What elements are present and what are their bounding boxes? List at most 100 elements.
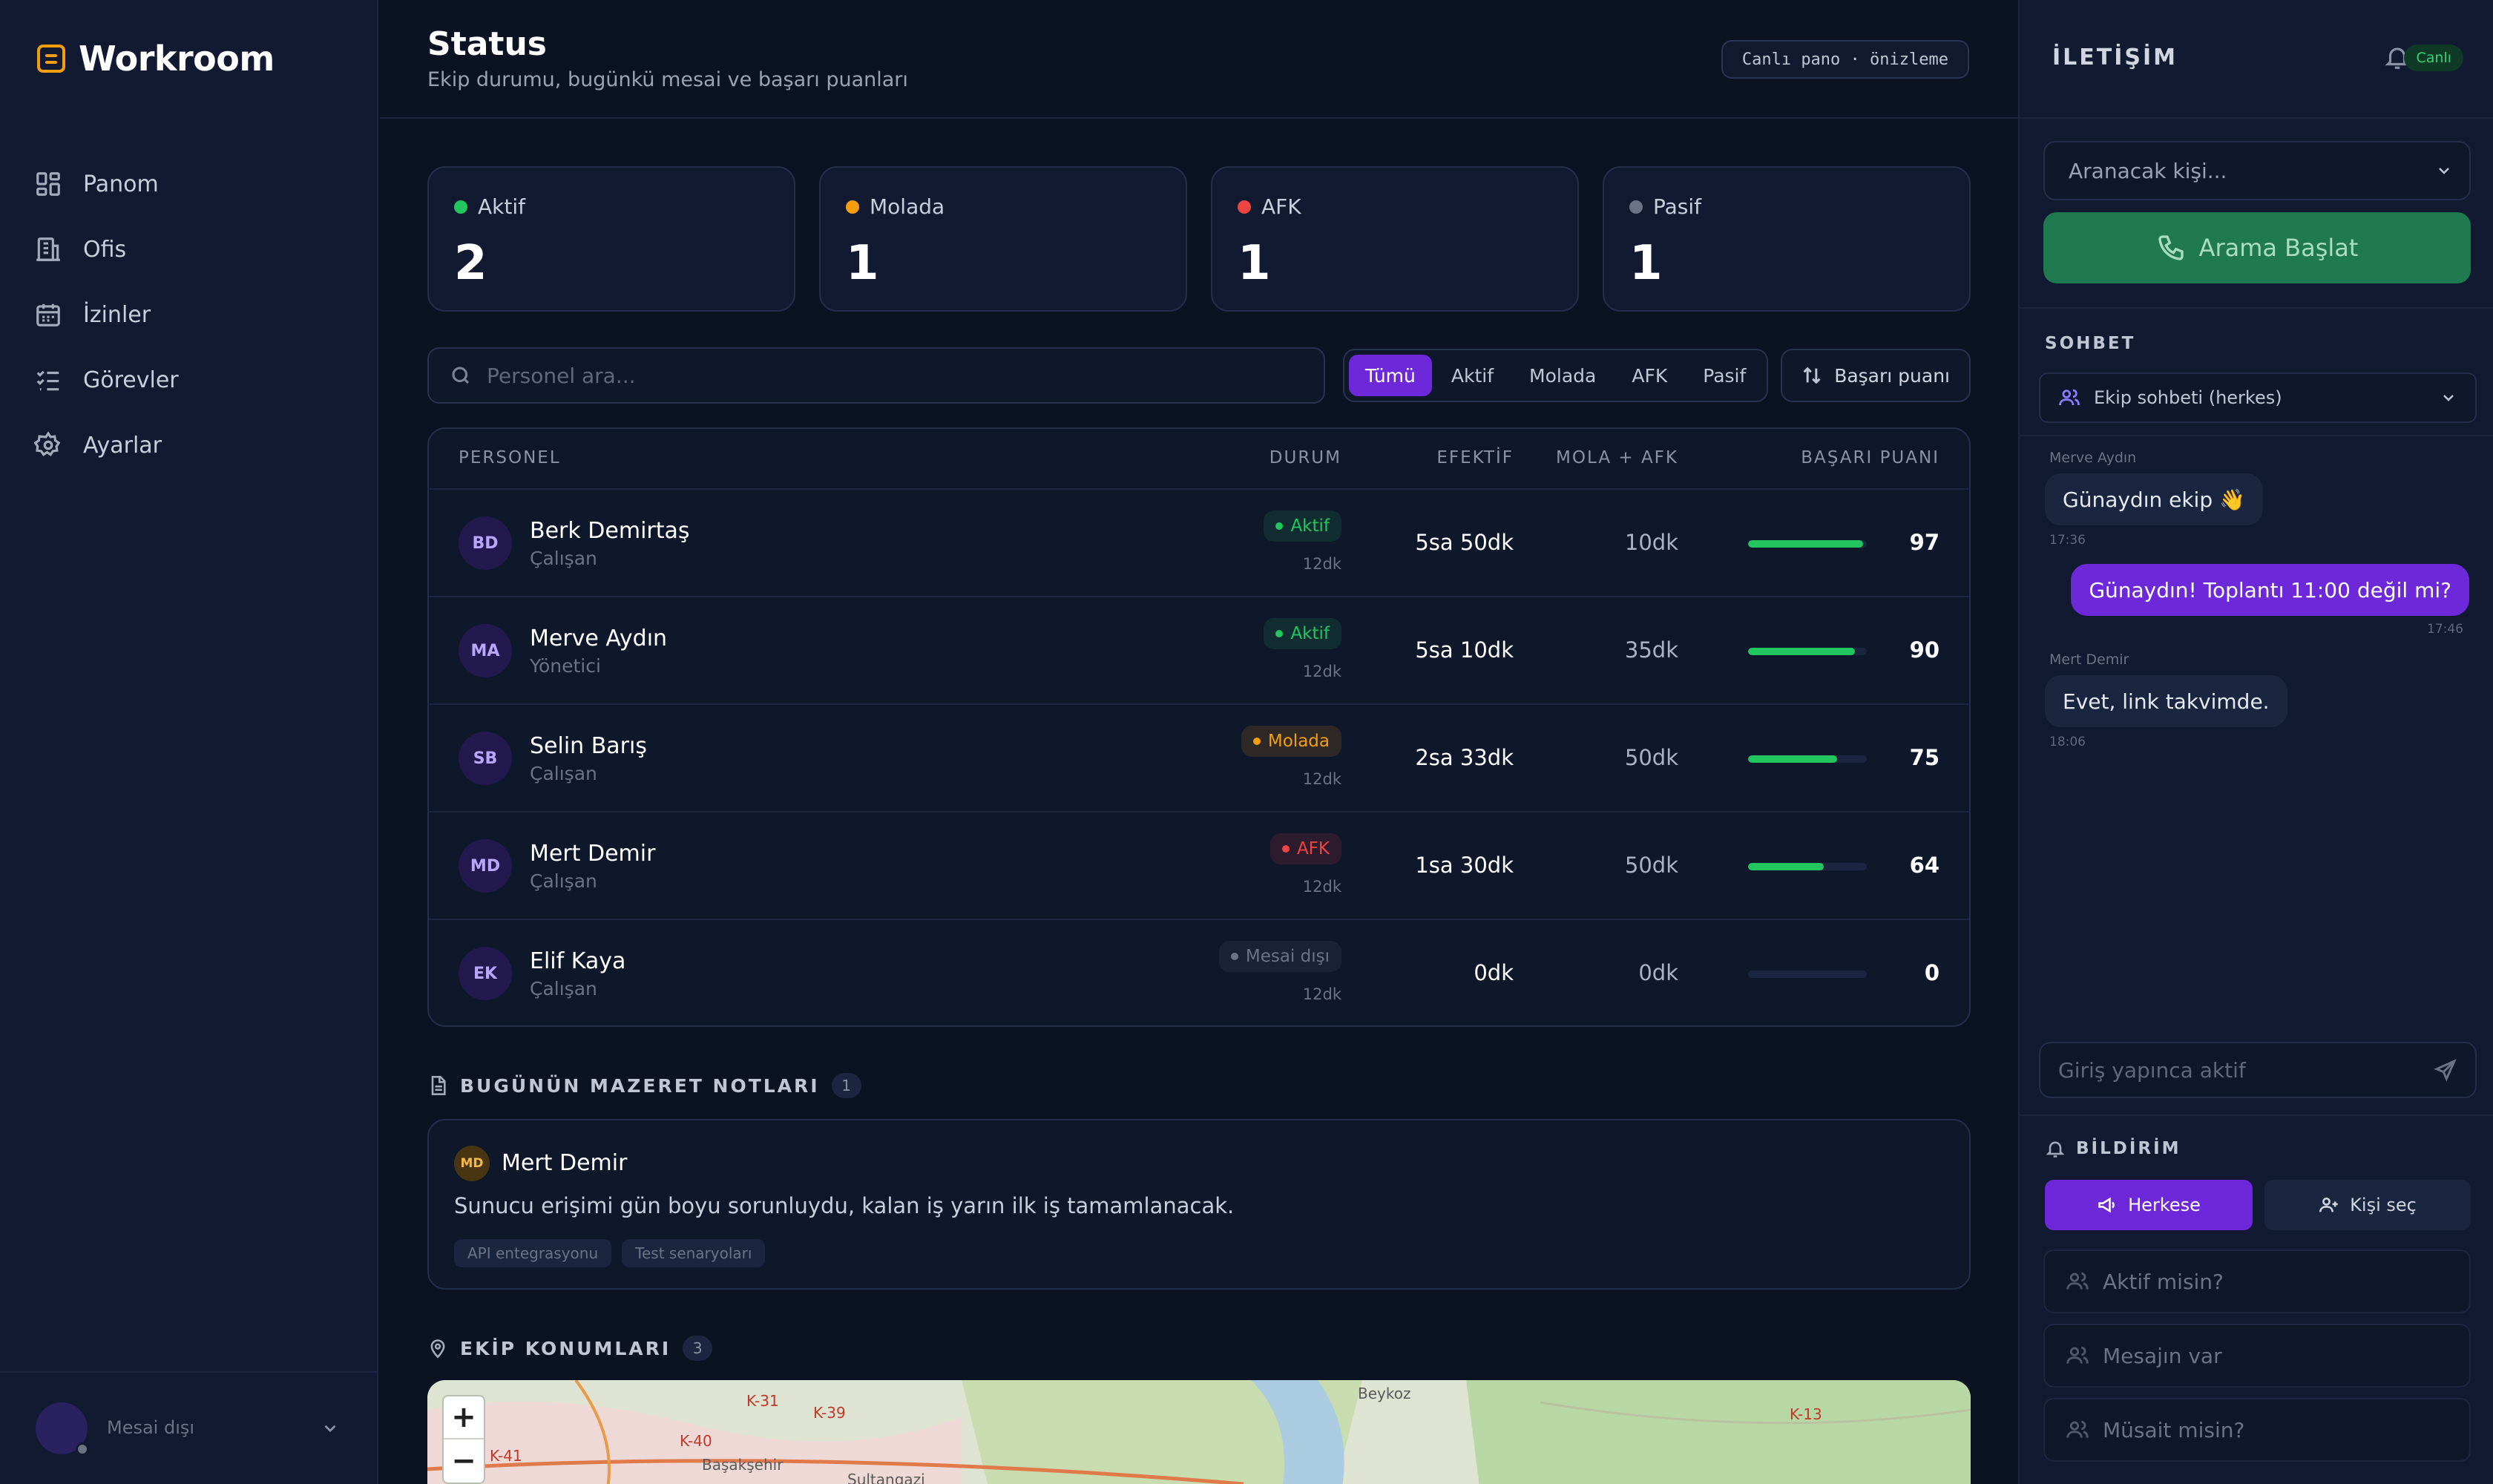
zoom-out-button[interactable]: − <box>451 1444 476 1478</box>
chat-message: Günaydın! Toplantı 11:00 değil mi? <box>2071 564 2469 616</box>
status-duration: 12dk <box>1302 663 1341 680</box>
sidebar-item-panom[interactable]: Panom <box>34 151 179 217</box>
notify-everyone-label: Herkese <box>2128 1195 2201 1215</box>
filter-aktif[interactable]: Aktif <box>1451 364 1494 387</box>
chevron-down-icon <box>2439 168 2449 174</box>
presence-dot <box>76 1442 89 1456</box>
chat-input-box[interactable] <box>2039 1042 2477 1098</box>
effective-time: 0dk <box>1474 960 1514 985</box>
status-dot <box>1230 953 1238 960</box>
page-header: Status Ekip durumu, bugünkü mesai ve baş… <box>380 0 2018 119</box>
status-dot <box>1275 630 1284 637</box>
filter-afk[interactable]: AFK <box>1632 364 1668 387</box>
filter-molada[interactable]: Molada <box>1529 364 1597 387</box>
quick-notify-label: Mesajın var <box>2103 1343 2222 1368</box>
stat-card-afk: AFK 1 <box>1211 166 1579 312</box>
col-mola[interactable]: MOLA + AFK <box>1556 448 1678 467</box>
bell-icon <box>2046 1141 2065 1158</box>
megaphone-icon <box>2098 1197 2115 1213</box>
status-dot <box>1629 200 1643 214</box>
score-bar <box>1748 863 1867 870</box>
map-label: Beykoz <box>1358 1385 1411 1402</box>
panel-title: İLETİŞİM <box>2052 45 2178 70</box>
chat-input[interactable] <box>2058 1057 2414 1083</box>
col-durum[interactable]: DURUM <box>1269 448 1341 467</box>
break-time: 10dk <box>1624 530 1678 555</box>
status-badge: Molada <box>1241 726 1341 757</box>
score-bar-fill <box>1748 540 1864 548</box>
notify-title: BİLDİRİM <box>2076 1139 2181 1158</box>
score-bar-fill <box>1748 755 1837 763</box>
divider <box>2020 435 2493 436</box>
start-call-label: Arama Başlat <box>2198 234 2359 262</box>
score-bar-fill <box>1748 648 1855 655</box>
chat-heading: SOHBET <box>2045 334 2136 353</box>
brand[interactable]: Workroom <box>37 39 275 79</box>
col-personel[interactable]: PERSONEL <box>459 448 561 467</box>
gear-icon <box>34 431 61 456</box>
notify-pick-label: Kişi seç <box>2350 1195 2417 1215</box>
quick-notify-button[interactable]: Mesajın var <box>2043 1324 2471 1388</box>
stat-value: 2 <box>454 236 487 291</box>
effective-time: 5sa 50dk <box>1415 530 1514 555</box>
stat-card-aktif: Aktif 2 <box>427 166 795 312</box>
status-dot <box>1281 845 1290 853</box>
staff-role: Çalışan <box>530 763 597 784</box>
map-label: K-39 <box>813 1404 846 1422</box>
table-row[interactable]: MD Mert Demir Çalışan AFK 12dk 1sa 30dk 50dk 64 <box>429 812 1969 920</box>
map-label: K-40 <box>680 1432 712 1450</box>
quick-notify-button[interactable]: Aktif misin? <box>2043 1250 2471 1313</box>
locations-title: EKİP KONUMLARI <box>460 1337 671 1359</box>
team-map[interactable]: Beykoz Başakşehir Sultangazi K-31 K-39 K… <box>427 1380 1971 1484</box>
start-call-button[interactable]: Arama Başlat <box>2043 212 2471 283</box>
search-icon <box>452 367 470 384</box>
sidebar-item-ayarlar[interactable]: Ayarlar <box>34 413 179 478</box>
stat-label: Molada <box>846 194 945 219</box>
zoom-in-button[interactable]: + <box>444 1396 484 1439</box>
score-bar <box>1748 540 1867 548</box>
status-label: Molada <box>1267 732 1330 751</box>
sidebar-item-gorevler[interactable]: Görevler <box>34 347 179 413</box>
status-badge: Aktif <box>1264 618 1341 649</box>
sort-button[interactable]: Başarı puanı <box>1781 349 1971 402</box>
table-row[interactable]: EK Elif Kaya Çalışan Mesai dışı 12dk 0dk 0dk 0 <box>429 920 1969 1025</box>
table-row[interactable]: BD Berk Demirtaş Çalışan Aktif 12dk 5sa 50dk 1… <box>429 490 1969 597</box>
phone-icon <box>2158 235 2184 260</box>
avatar: EK <box>459 947 512 1000</box>
staff-role: Çalışan <box>530 870 597 892</box>
break-time: 50dk <box>1624 745 1678 770</box>
user-plus-icon <box>2319 1197 2338 1212</box>
send-icon[interactable] <box>2434 1058 2457 1082</box>
quick-notify-button[interactable]: Müsait misin? <box>2043 1398 2471 1462</box>
user-status-menu[interactable]: Mesai dışı <box>0 1371 378 1484</box>
tasklist-icon <box>36 370 59 391</box>
sidebar-item-ofis[interactable]: Ofis <box>34 217 179 282</box>
page-title: Status <box>427 25 547 63</box>
notify-pick-button[interactable]: Kişi seç <box>2264 1180 2471 1230</box>
filter-pasif[interactable]: Pasif <box>1703 364 1747 387</box>
contact-select[interactable]: Aranacak kişi... <box>2043 141 2471 200</box>
stat-label-text: Molada <box>870 194 945 219</box>
live-badge: Canlı <box>2404 45 2463 71</box>
search-input[interactable] <box>487 363 1154 388</box>
users-icon <box>2066 1346 2089 1364</box>
chevron-down-icon <box>324 1425 336 1433</box>
status-dot <box>1252 738 1261 745</box>
status-badge: Aktif <box>1264 510 1341 542</box>
col-efektif[interactable]: EFEKTİF <box>1436 448 1514 467</box>
col-puan[interactable]: BAŞARI PUANI <box>1801 448 1939 467</box>
chat-channel-select[interactable]: Ekip sohbeti (herkes) <box>2039 372 2477 423</box>
stat-label-text: Pasif <box>1653 194 1702 219</box>
score-value: 0 <box>1924 960 1939 985</box>
table-row[interactable]: SB Selin Barış Çalışan Molada 12dk 2sa 33dk 50… <box>429 705 1969 812</box>
status-dot <box>454 200 467 214</box>
notify-everyone-button[interactable]: Herkese <box>2045 1180 2253 1230</box>
table-row[interactable]: MA Merve Aydın Yönetici Aktif 12dk 5sa 10dk 35… <box>429 597 1969 705</box>
sidebar-item-izinler[interactable]: İzinler <box>34 282 179 347</box>
locations-heading: EKİP KONUMLARI 3 <box>427 1336 713 1361</box>
sidebar-item-label: İzinler <box>83 301 151 328</box>
search-box[interactable] <box>427 347 1325 404</box>
note-tag: Test senaryoları <box>622 1239 766 1267</box>
filter-tumu[interactable]: Tümü <box>1349 355 1432 396</box>
users-icon <box>2066 1420 2089 1438</box>
